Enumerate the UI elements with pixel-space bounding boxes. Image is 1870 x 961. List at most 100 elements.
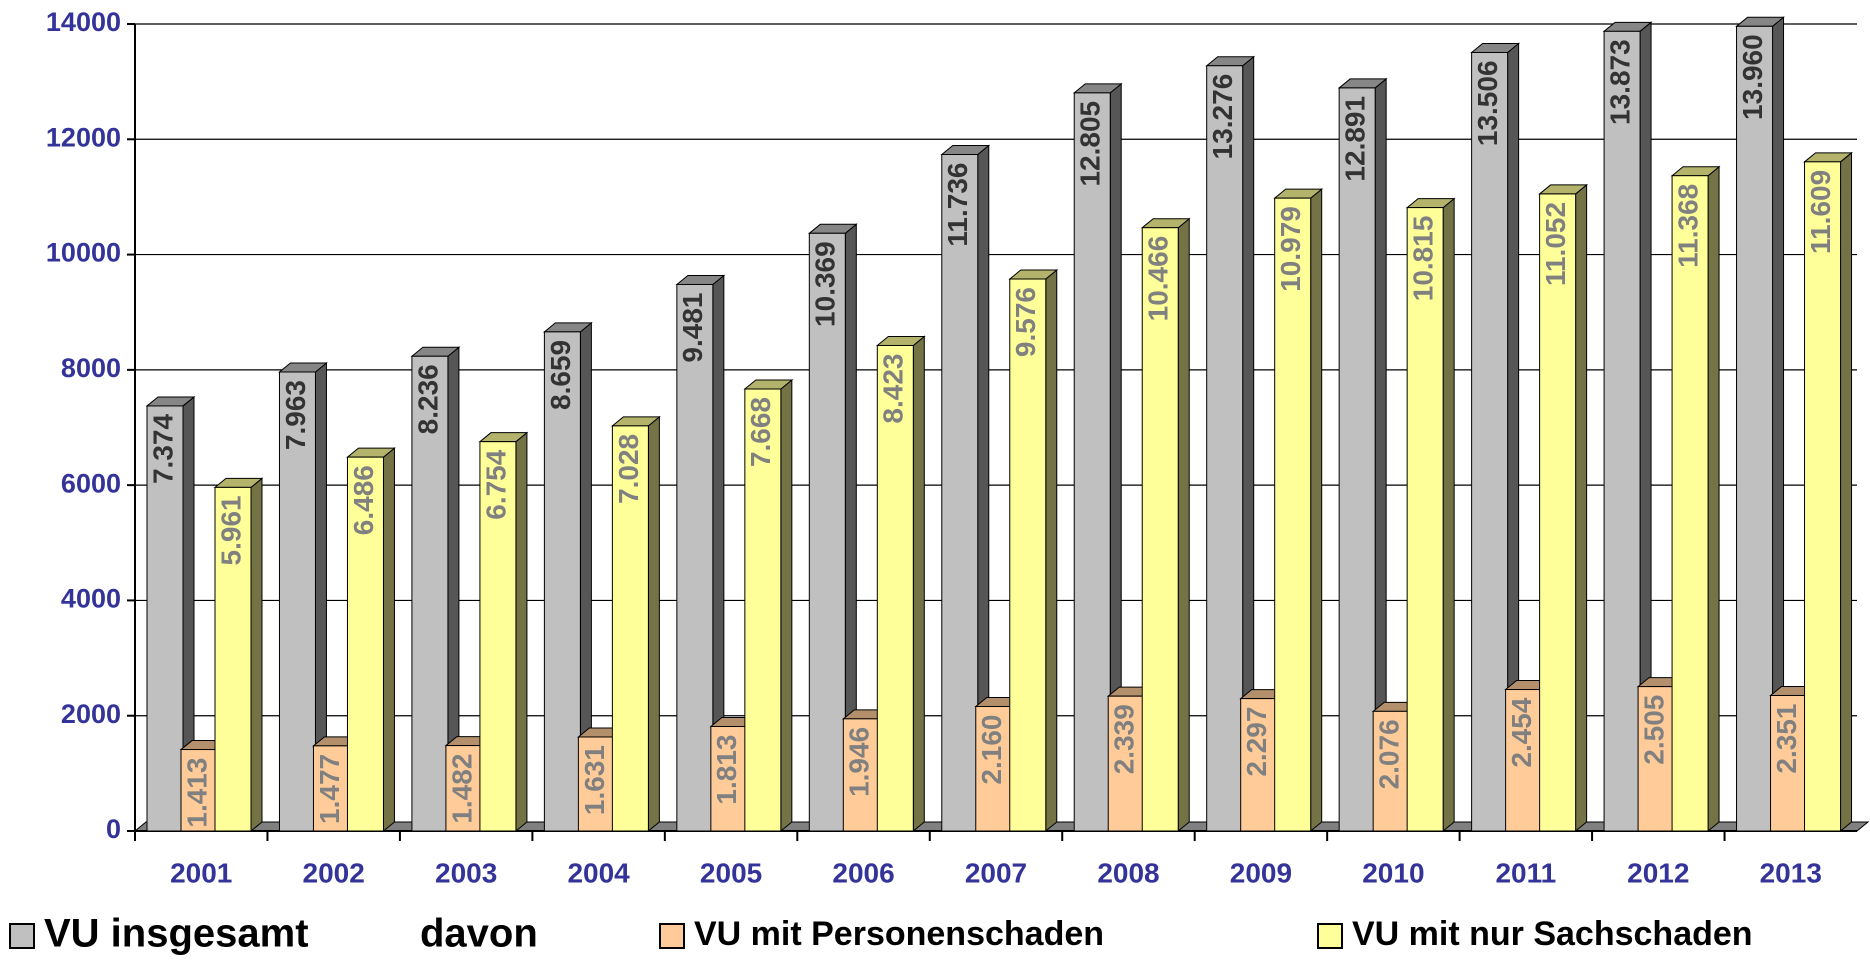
value-label: 1.482: [446, 754, 477, 824]
value-label: 2.297: [1241, 707, 1272, 777]
value-label: 11.368: [1672, 184, 1703, 268]
bar-group: [145, 395, 196, 833]
bar: [710, 725, 748, 832]
bar-side: [780, 378, 793, 833]
y-tick-label: 2000: [61, 699, 121, 729]
bar-group: [1803, 151, 1853, 833]
value-label: 10.466: [1143, 236, 1174, 322]
bar-group: [940, 144, 991, 833]
bar: [1804, 161, 1842, 832]
legend-swatch: [9, 923, 35, 949]
bar-group: [743, 378, 794, 833]
value-label: 12.891: [1340, 96, 1371, 182]
bar: [1141, 227, 1179, 832]
bar: [876, 344, 914, 832]
value-label: 2.505: [1638, 695, 1669, 765]
bar-side: [1840, 151, 1853, 833]
x-tick-label: 2001: [170, 857, 232, 888]
bar-group: [1538, 183, 1589, 833]
value-label: 12.805: [1075, 101, 1106, 187]
value-label: 11.052: [1540, 202, 1571, 286]
value-label: 2.076: [1374, 719, 1405, 789]
bar: [1539, 193, 1577, 832]
value-label: 2.160: [976, 714, 1007, 784]
bar: [975, 705, 1013, 832]
x-tick-label: 2013: [1760, 857, 1822, 888]
value-label: 2.351: [1771, 703, 1802, 773]
x-tick-label: 2003: [435, 857, 497, 888]
bar-side: [912, 335, 925, 833]
value-label: 7.374: [147, 414, 178, 484]
value-label: 11.736: [942, 163, 973, 247]
bar: [611, 425, 649, 832]
x-tick-label: 2004: [567, 857, 630, 888]
value-label: 10.815: [1408, 216, 1439, 302]
value-label: 1.631: [579, 745, 610, 815]
bar: [577, 736, 615, 832]
bar: [1009, 278, 1047, 832]
legend-note: davon: [420, 912, 538, 956]
value-label: 1.477: [314, 754, 345, 824]
bar-group: [1072, 82, 1123, 833]
value-label: 8.236: [412, 364, 443, 434]
y-tick-label: 6000: [61, 468, 121, 498]
bar-group: [1205, 55, 1256, 833]
value-label: 2.339: [1109, 704, 1140, 774]
legend-swatch: [659, 923, 685, 949]
bar: [1671, 175, 1709, 832]
bar: [1206, 65, 1244, 832]
value-label: 9.576: [1010, 287, 1041, 357]
value-label: 11.609: [1805, 170, 1836, 254]
bar-side: [1575, 183, 1588, 833]
bar-group: [1008, 268, 1059, 833]
y-tick-label: 8000: [61, 353, 121, 383]
bar: [146, 405, 184, 832]
bar-side: [250, 477, 263, 833]
value-label: 13.276: [1207, 74, 1238, 160]
value-label: 1.946: [844, 727, 875, 797]
value-label: 1.413: [181, 758, 212, 828]
x-tick-label: 2012: [1627, 857, 1689, 888]
bar: [1637, 686, 1675, 832]
y-tick-label: 14000: [46, 7, 121, 37]
bar-group: [542, 321, 593, 833]
bar-group: [1140, 217, 1191, 833]
value-label: 10.979: [1275, 206, 1306, 292]
bar-group: [1670, 165, 1721, 833]
bar: [180, 749, 218, 832]
bar-group: [278, 361, 328, 833]
bar-side: [1177, 217, 1190, 833]
bar: [1406, 207, 1444, 832]
x-tick-label: 2008: [1097, 857, 1159, 888]
value-label: 2.454: [1506, 697, 1537, 767]
bar-side: [647, 415, 660, 833]
value-label: 13.506: [1472, 60, 1503, 146]
value-label: 1.813: [711, 734, 742, 804]
bar-side: [1707, 165, 1720, 833]
x-tick-label: 2002: [303, 857, 365, 888]
bar: [1770, 694, 1808, 832]
bar: [744, 388, 782, 832]
bar: [1274, 197, 1312, 832]
value-label: 6.486: [348, 465, 379, 535]
bar: [842, 718, 880, 832]
bar: [941, 154, 979, 832]
x-tick-label: 2007: [965, 857, 1027, 888]
y-tick-label: 0: [106, 814, 121, 844]
bar: [676, 283, 714, 832]
bar: [1073, 92, 1111, 832]
bar: [1736, 25, 1774, 832]
bar-group: [213, 477, 264, 833]
bar-side: [1442, 197, 1455, 833]
bar-group: [1337, 77, 1388, 833]
value-label: 6.754: [480, 449, 511, 519]
bar-group: [1405, 197, 1456, 833]
bar: [214, 486, 252, 832]
bar: [1338, 87, 1376, 832]
bar-side: [382, 447, 395, 833]
bar: [1505, 689, 1543, 832]
bar-group: [410, 346, 461, 833]
value-label: 7.028: [613, 434, 644, 504]
value-label: 8.423: [878, 353, 909, 423]
